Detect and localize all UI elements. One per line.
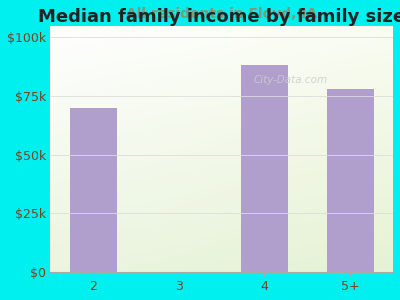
Bar (70, 108, 117, 272)
Bar (241, 65, 288, 272)
Text: All residents in Floyd, IA: All residents in Floyd, IA (126, 7, 317, 21)
Title: Median family income by family size: Median family income by family size (38, 8, 400, 26)
Bar (327, 89, 374, 272)
Text: City-Data.com: City-Data.com (253, 75, 327, 85)
